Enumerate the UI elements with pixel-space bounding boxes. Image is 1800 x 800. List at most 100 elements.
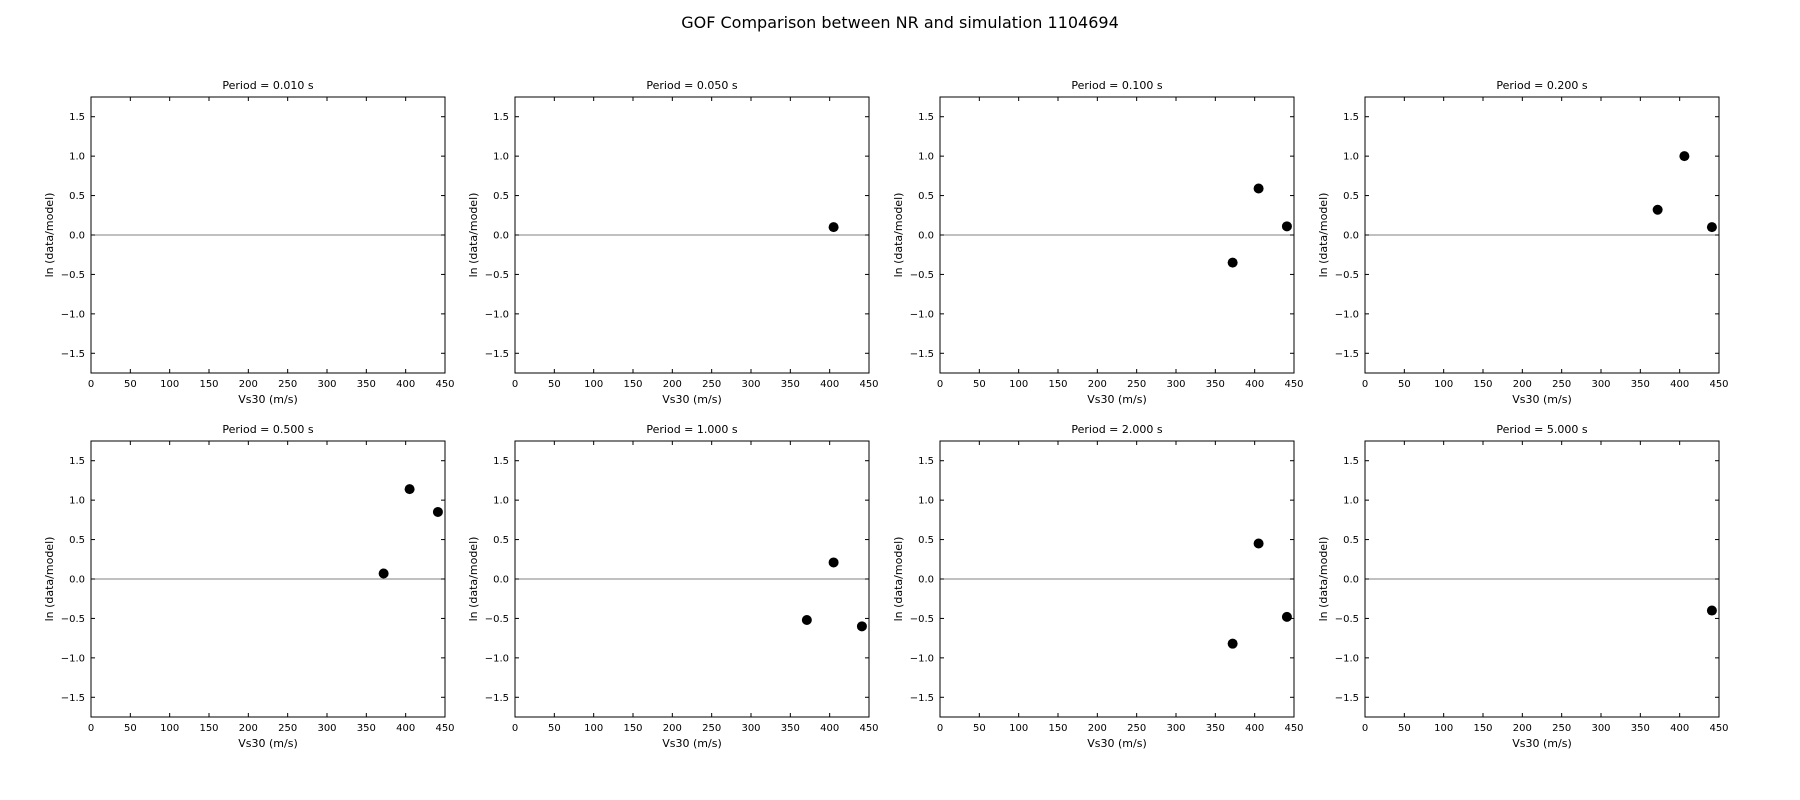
x-tick-label: 200 <box>1513 723 1532 734</box>
y-tick-label: 1.5 <box>493 112 509 123</box>
x-tick-label: 350 <box>1631 723 1650 734</box>
y-tick-label: −1.0 <box>910 653 934 664</box>
y-tick-label: −0.5 <box>1335 270 1359 281</box>
y-tick-label: −1.0 <box>61 309 85 320</box>
data-point <box>1281 221 1292 232</box>
x-tick-label: 450 <box>1709 723 1728 734</box>
axes-frame <box>939 96 1295 374</box>
y-tick-label: 0.0 <box>918 575 934 586</box>
x-tick-label: 150 <box>623 723 642 734</box>
x-tick-label: 150 <box>199 723 218 734</box>
x-axis-label: Vs30 (m/s) <box>662 737 722 750</box>
x-tick-label: 400 <box>1670 723 1689 734</box>
x-tick-label: 150 <box>1048 723 1067 734</box>
x-tick-label: 450 <box>859 723 878 734</box>
y-tick-label: −1.5 <box>485 693 509 704</box>
x-tick-label: 100 <box>584 379 603 390</box>
x-tick-label: 0 <box>937 379 943 390</box>
data-point <box>801 615 812 626</box>
y-tick-label: −1.5 <box>61 349 85 360</box>
y-tick-label: 1.5 <box>493 456 509 467</box>
y-tick-label: 0.5 <box>493 191 509 202</box>
x-tick-label: 200 <box>239 379 258 390</box>
subplot-title: Period = 0.010 s <box>222 79 313 92</box>
y-tick-label: 0.5 <box>918 535 934 546</box>
x-tick-label: 100 <box>160 379 179 390</box>
data-point <box>1227 638 1238 649</box>
subplot-6: Period = 1.000 s 0 50 100 150 200 250 300 350 400… <box>467 423 879 750</box>
x-tick-label: 300 <box>317 723 336 734</box>
x-tick-label: 450 <box>859 379 878 390</box>
x-tick-label: 250 <box>702 379 721 390</box>
y-axis-label: ln (data/model) <box>1317 537 1330 622</box>
y-tick-label: −1.5 <box>1335 693 1359 704</box>
x-tick-label: 350 <box>357 723 376 734</box>
data-point <box>1706 222 1717 233</box>
x-tick-label: 300 <box>1591 379 1610 390</box>
x-tick-label: 100 <box>1009 379 1028 390</box>
y-tick-label: 1.0 <box>69 496 85 507</box>
y-tick-label: −0.5 <box>485 270 509 281</box>
x-tick-label: 200 <box>663 379 682 390</box>
y-tick-label: −1.0 <box>910 309 934 320</box>
x-tick-label: 100 <box>160 723 179 734</box>
x-tick-label: 450 <box>435 723 454 734</box>
x-tick-label: 50 <box>124 379 137 390</box>
x-tick-label: 400 <box>820 379 839 390</box>
y-tick-label: 1.0 <box>493 496 509 507</box>
x-tick-label: 300 <box>1591 723 1610 734</box>
x-tick-label: 0 <box>1362 723 1368 734</box>
subplot-title: Period = 0.100 s <box>1071 79 1162 92</box>
y-tick-label: 0.0 <box>493 231 509 242</box>
y-tick-label: 1.0 <box>69 152 85 163</box>
x-tick-label: 250 <box>278 723 297 734</box>
y-tick-label: 1.0 <box>1343 496 1359 507</box>
x-tick-label: 300 <box>317 379 336 390</box>
data-point <box>1652 204 1663 215</box>
x-tick-label: 250 <box>702 723 721 734</box>
x-tick-label: 150 <box>1473 379 1492 390</box>
y-tick-label: −1.0 <box>61 653 85 664</box>
y-tick-label: 1.5 <box>69 112 85 123</box>
subplot-title: Period = 5.000 s <box>1496 423 1587 436</box>
y-tick-label: 0.0 <box>1343 231 1359 242</box>
x-axis-label: Vs30 (m/s) <box>1087 737 1147 750</box>
x-tick-label: 250 <box>1127 723 1146 734</box>
y-tick-label: 1.5 <box>1343 456 1359 467</box>
x-tick-label: 350 <box>1206 723 1225 734</box>
y-tick-label: −0.5 <box>1335 614 1359 625</box>
y-tick-label: 1.5 <box>69 456 85 467</box>
x-tick-label: 100 <box>1009 723 1028 734</box>
x-tick-label: 250 <box>278 379 297 390</box>
y-tick-label: 0.5 <box>918 191 934 202</box>
data-point <box>1706 605 1717 616</box>
x-tick-label: 150 <box>1473 723 1492 734</box>
y-axis-label: ln (data/model) <box>43 537 56 622</box>
data-point <box>1253 538 1264 549</box>
y-tick-label: −1.0 <box>1335 309 1359 320</box>
x-tick-label: 100 <box>584 723 603 734</box>
y-tick-label: 0.0 <box>493 575 509 586</box>
y-tick-label: −1.0 <box>485 309 509 320</box>
y-tick-label: 0.0 <box>69 231 85 242</box>
y-axis-label: ln (data/model) <box>43 193 56 278</box>
y-tick-label: −1.0 <box>1335 653 1359 664</box>
y-tick-label: −0.5 <box>485 614 509 625</box>
x-tick-label: 0 <box>1362 379 1368 390</box>
x-tick-label: 150 <box>623 379 642 390</box>
data-point <box>1281 611 1292 622</box>
x-axis-label: Vs30 (m/s) <box>238 393 298 406</box>
data-point <box>1253 183 1264 194</box>
axes-frame <box>939 440 1295 718</box>
data-point <box>828 557 839 568</box>
y-tick-label: −1.5 <box>910 349 934 360</box>
data-point <box>1679 151 1690 162</box>
y-tick-label: −1.5 <box>910 693 934 704</box>
y-tick-label: 0.0 <box>918 231 934 242</box>
x-tick-label: 400 <box>1670 379 1689 390</box>
x-tick-label: 200 <box>1088 723 1107 734</box>
x-tick-label: 0 <box>88 723 94 734</box>
x-tick-label: 0 <box>937 723 943 734</box>
axes-frame <box>90 440 446 718</box>
